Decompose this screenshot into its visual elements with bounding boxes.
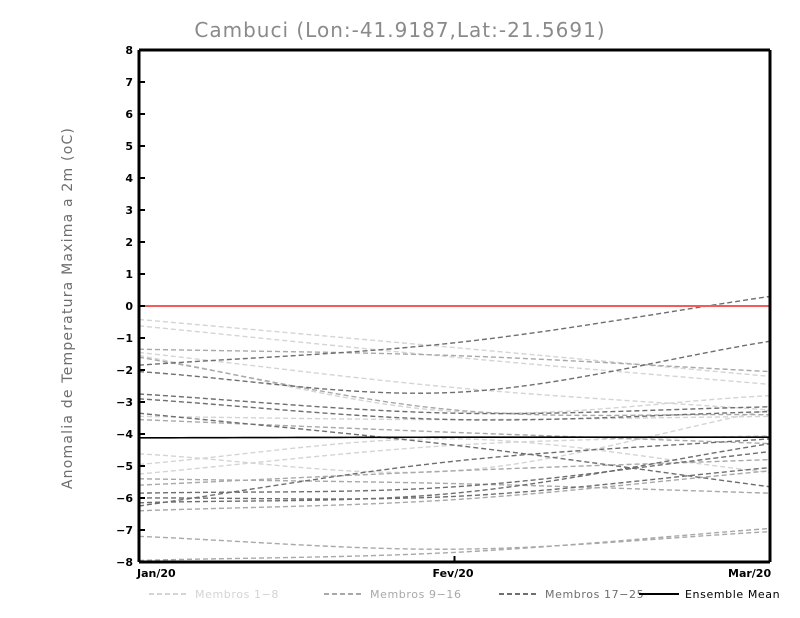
x-tick-label: Mar/20 xyxy=(728,567,772,580)
series-line xyxy=(138,478,771,494)
series-layer xyxy=(138,295,771,562)
series-line xyxy=(138,466,771,500)
axis-ticks xyxy=(138,49,771,563)
legend-swatch-icon xyxy=(149,593,189,595)
y-tick-label: −1 xyxy=(116,332,133,345)
ensemble-mean-line xyxy=(138,436,770,439)
y-tick-label: 6 xyxy=(125,108,133,121)
series-line xyxy=(138,438,771,474)
x-tick-label: Jan/20 xyxy=(137,567,176,580)
legend-label: Membros 1−8 xyxy=(195,587,280,601)
series-line xyxy=(138,318,771,378)
series-line xyxy=(138,393,771,415)
legend-swatch-icon xyxy=(499,593,539,595)
series-line xyxy=(138,458,771,486)
y-tick-label: −2 xyxy=(116,364,133,377)
legend-swatch-icon xyxy=(639,593,679,595)
y-tick-label: 1 xyxy=(125,268,133,281)
legend-swatch-icon xyxy=(324,593,364,595)
y-tick-label: 3 xyxy=(125,204,133,217)
series-line xyxy=(138,351,771,411)
series-line xyxy=(138,340,771,394)
legend-item[interactable]: Ensemble Mean xyxy=(639,586,780,602)
series-line xyxy=(138,418,771,445)
series-line xyxy=(138,356,771,417)
series-line xyxy=(138,530,771,550)
series-line xyxy=(138,325,771,386)
x-tick-label: Fev/20 xyxy=(432,567,474,580)
series-line xyxy=(138,434,771,475)
y-tick-label: 4 xyxy=(125,172,133,185)
legend-item[interactable]: Membros 9−16 xyxy=(324,586,462,602)
y-tick-label: −4 xyxy=(116,428,133,441)
legend-label: Membros 9−16 xyxy=(370,587,462,601)
page-title: Cambuci (Lon:-41.9187,Lat:-21.5691) xyxy=(194,18,606,42)
series-line xyxy=(138,412,771,488)
y-tick-label: −8 xyxy=(116,556,133,569)
series-line xyxy=(138,295,771,366)
y-tick-label: 7 xyxy=(125,76,133,89)
series-line xyxy=(138,438,771,507)
chart-legend: Membros 1−8 Membros 9−16 Membros 17−25 Ense… xyxy=(139,586,780,602)
series-line xyxy=(138,450,771,494)
y-tick-label: −7 xyxy=(116,524,133,537)
y-tick-label: −5 xyxy=(116,460,133,473)
y-tick-label: −6 xyxy=(116,492,133,505)
series-line xyxy=(138,348,771,373)
series-line xyxy=(138,354,771,414)
series-line xyxy=(138,470,771,512)
series-line xyxy=(138,442,771,504)
y-tick-label: 0 xyxy=(125,300,133,313)
legend-item[interactable]: Membros 17−25 xyxy=(499,586,644,602)
y-tick-label: 5 xyxy=(125,140,133,153)
legend-label: Membros 17−25 xyxy=(545,587,645,601)
y-axis-label: Anomalia de Temperatura Maxima a 2m (oC) xyxy=(60,126,76,490)
y-tick-label: 8 xyxy=(125,44,133,57)
legend-item[interactable]: Membros 1−8 xyxy=(149,586,279,602)
legend-label: Ensemble Mean xyxy=(685,587,781,601)
series-line xyxy=(138,527,771,562)
y-tick-label: −3 xyxy=(116,396,133,409)
y-tick-label: 2 xyxy=(125,236,133,249)
series-line xyxy=(138,398,771,421)
